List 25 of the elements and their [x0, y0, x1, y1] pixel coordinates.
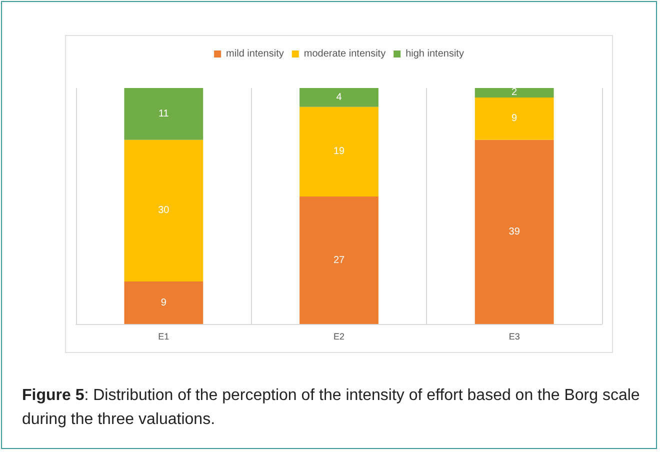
data-label: 39: [508, 226, 520, 238]
bar: [124, 282, 204, 324]
bar: [474, 140, 554, 324]
data-label: 27: [333, 254, 345, 266]
bar: [124, 88, 204, 140]
bar: [300, 196, 378, 324]
legend-label: high intensity: [406, 48, 464, 60]
data-label: 2: [512, 87, 518, 98]
legend-label: mild intensity: [226, 48, 284, 60]
x-tick-label: E2: [333, 332, 345, 342]
bar: [474, 97, 554, 140]
data-label: 9: [512, 113, 518, 124]
bar: [124, 140, 204, 282]
data-label: 19: [333, 146, 345, 158]
caption: Figure 5: Distribution of the perception of the intensity of effort based on the Borg scale during the three valuations.: [22, 386, 641, 430]
x-tick-label: E1: [158, 332, 170, 342]
bar: [300, 88, 378, 107]
data-label: 11: [158, 108, 170, 120]
data-label: 9: [160, 297, 167, 308]
data-label: 30: [158, 205, 170, 216]
bar: [300, 106, 378, 197]
data-label: 4: [336, 92, 342, 103]
bar: [474, 88, 554, 98]
legend-label: moderate intensity: [304, 48, 386, 60]
x-tick-label: E3: [508, 332, 520, 342]
